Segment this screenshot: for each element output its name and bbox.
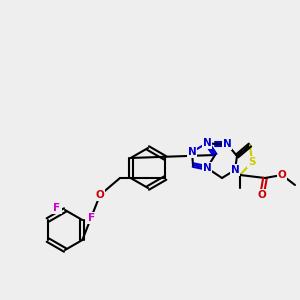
Text: N: N bbox=[188, 147, 196, 157]
Text: O: O bbox=[258, 190, 266, 200]
Text: N: N bbox=[223, 139, 231, 149]
Text: O: O bbox=[96, 190, 104, 200]
Text: F: F bbox=[88, 213, 95, 223]
Text: O: O bbox=[278, 170, 286, 180]
Text: N: N bbox=[202, 138, 211, 148]
Text: F: F bbox=[53, 203, 61, 213]
Text: N: N bbox=[231, 165, 239, 175]
Text: N: N bbox=[202, 163, 211, 173]
Text: S: S bbox=[248, 157, 256, 167]
